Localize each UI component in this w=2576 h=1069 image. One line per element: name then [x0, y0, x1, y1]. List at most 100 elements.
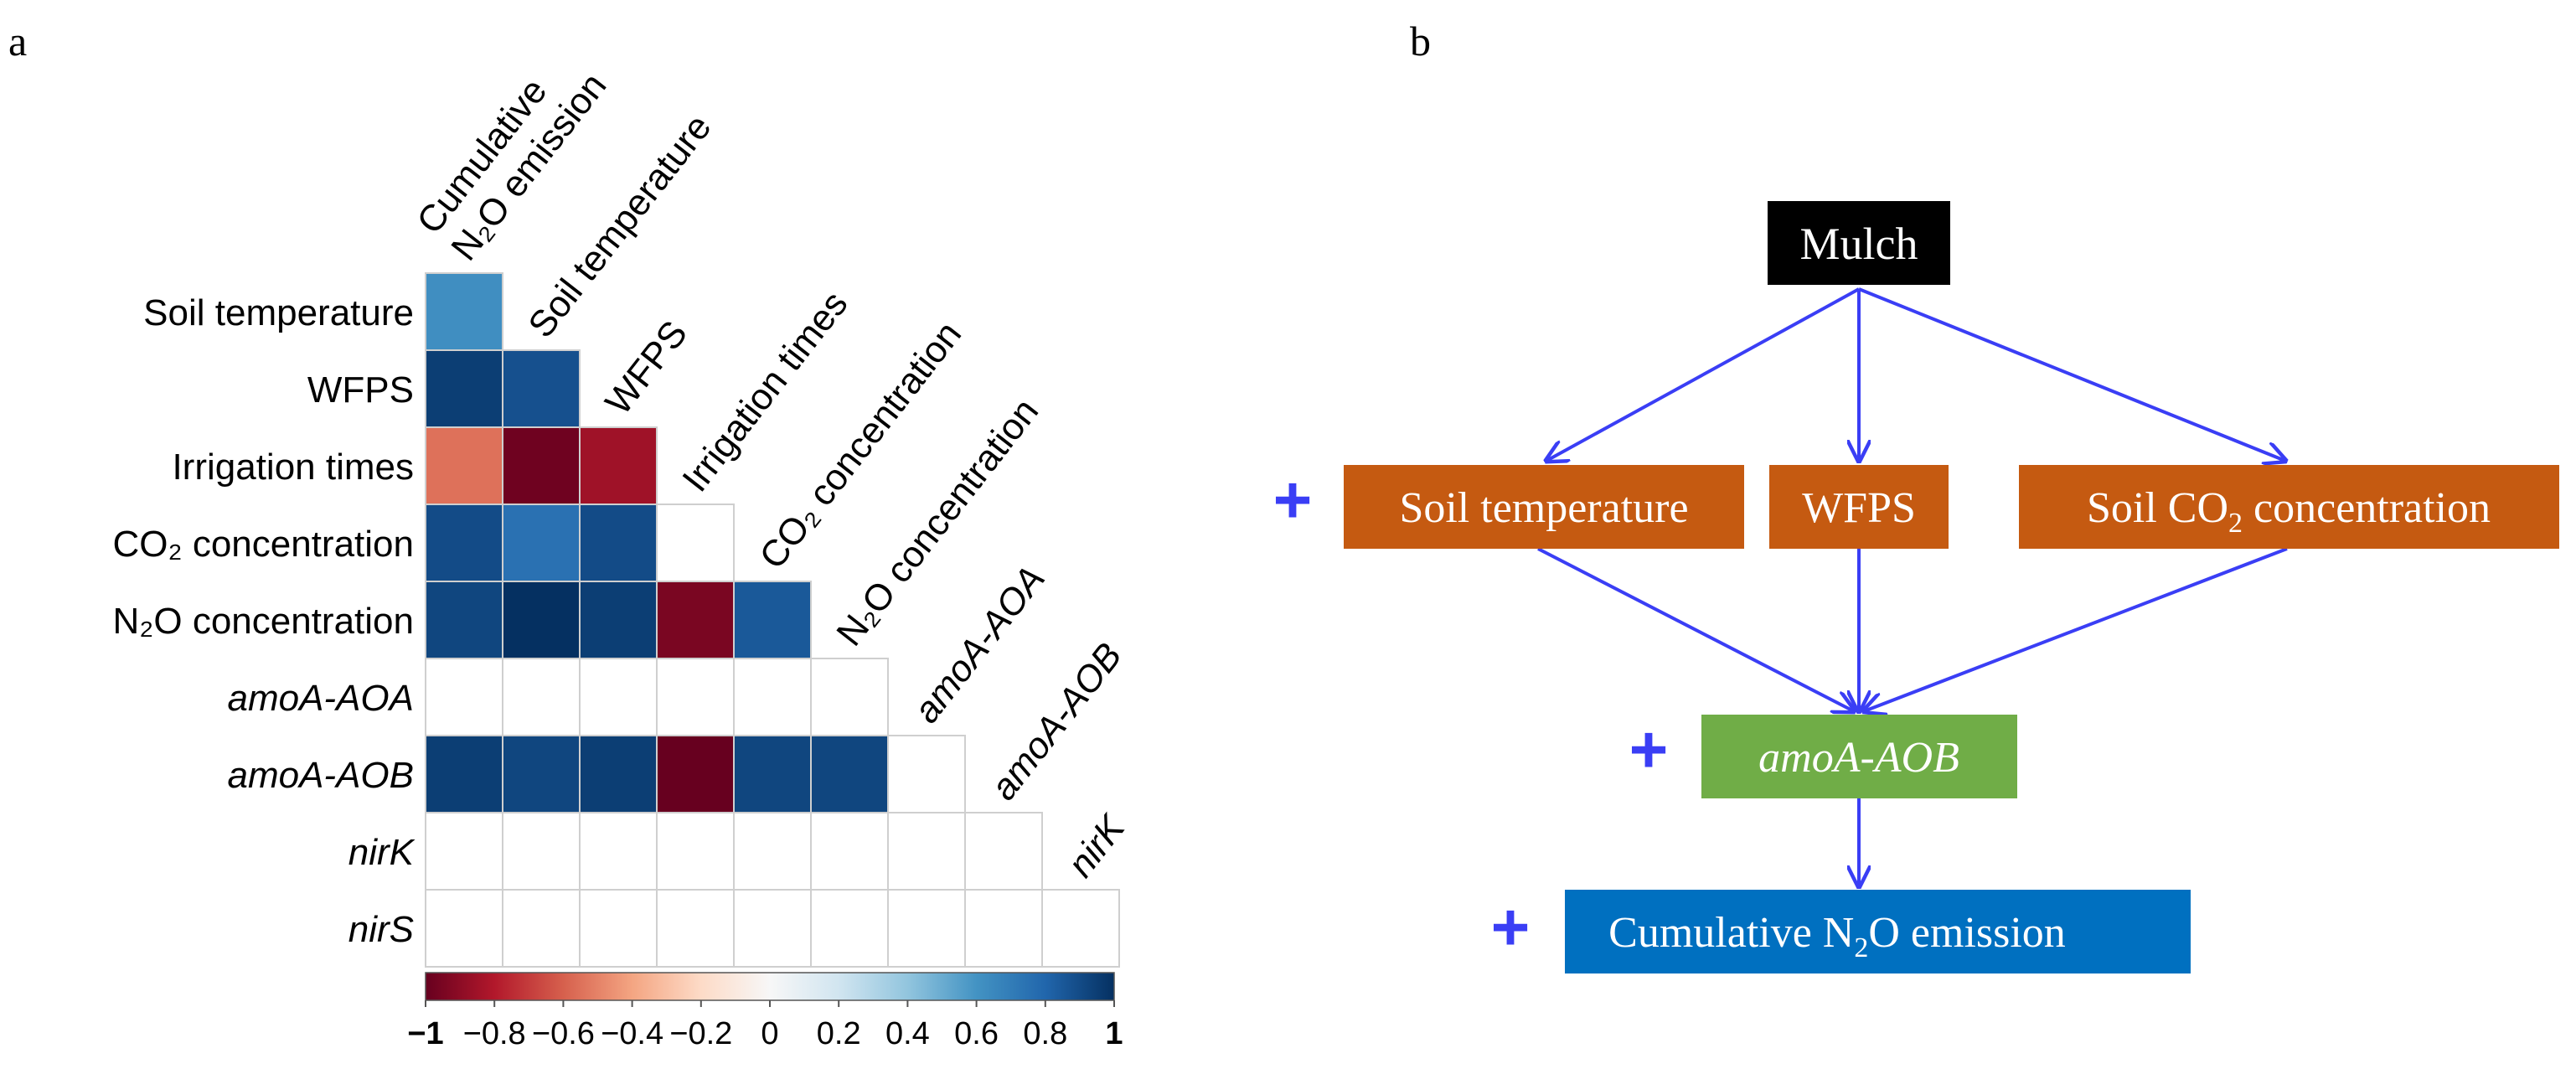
row-label: N₂O concentration: [113, 601, 414, 642]
heatmap-cell: [964, 812, 1043, 891]
heatmap-cell: [502, 735, 581, 813]
amoa-aob-box: [1701, 715, 2017, 798]
heatmap-cell: [425, 272, 503, 351]
heatmap-cell: [425, 889, 503, 968]
colorbar-bar: [425, 972, 1115, 1001]
heatmap-cell: [964, 889, 1043, 968]
heatmap-cell: [810, 889, 889, 968]
amoa-aob-label: amoA-AOB: [1758, 734, 1959, 782]
row-label: CO₂ concentration: [113, 524, 414, 565]
heatmap-cell: [425, 812, 503, 891]
arrow-soil-temperature-to-amoa-aob: [1537, 547, 1854, 711]
wfps-box: [1769, 465, 1949, 549]
colorbar: −1 −0.8 −0.6 −0.4 −0.2 0 0.2 0.4 0.6 0.8 1: [407, 972, 1123, 1051]
heatmap-cell: [502, 426, 581, 505]
node-mulch: Mulch: [1768, 201, 1950, 285]
node-soil-co2-concentration: Soil CO2 concentration: [2019, 465, 2559, 549]
row-label: nirS: [348, 909, 414, 950]
heatmap-cell: [1041, 889, 1120, 968]
panel-b-label: b: [1410, 18, 1431, 65]
heatmap-cell: [579, 426, 658, 505]
row-label: WFPS: [307, 369, 414, 411]
soil-temperature-box: [1344, 465, 1744, 549]
column-label-line: amoA-AOA: [906, 559, 1053, 731]
heatmap-cell: [733, 581, 812, 659]
heatmap-cell: [733, 735, 812, 813]
heatmap-cell: [810, 658, 889, 736]
heatmap-cell: [579, 812, 658, 891]
heatmap-cell: [887, 889, 966, 968]
node-amoa-aob: amoA-AOB: [1701, 715, 2017, 798]
colorbar-ticks: −1 −0.8 −0.6 −0.4 −0.2 0 0.2 0.4 0.6 0.8 1: [407, 1000, 1123, 1051]
heatmap-cell: [425, 658, 503, 736]
row-label: amoA-AOB: [227, 755, 414, 796]
heatmap-cell: [502, 504, 581, 582]
colorbar-tick-label: −0.2: [669, 1016, 732, 1051]
column-label: nirK: [1060, 807, 1133, 885]
panel-b: b Mulch + Soil temperature WFPS: [1273, 18, 2559, 973]
heatmap-cell: [425, 426, 503, 505]
heatmap-cell: [810, 735, 889, 813]
arrow-mulch-to-soil-co2: [1858, 287, 2285, 461]
heatmap-cell: [656, 658, 735, 736]
heatmap-cell: [656, 504, 735, 582]
heatmap-cell: [887, 812, 966, 891]
heatmap-cell: [579, 735, 658, 813]
panel-a: a Soil temperature WFPS Irrigation times CO…: [8, 18, 1133, 1051]
emission-label: Cumulative N2O emission: [1608, 909, 2066, 963]
heatmap-cell: [502, 658, 581, 736]
column-label: amoA-AOB: [983, 636, 1130, 808]
arrows: [1537, 287, 2288, 886]
heatmap-cell: [733, 658, 812, 736]
arrow-mulch-to-soil-temperature: [1546, 287, 1860, 461]
node-wfps: WFPS: [1769, 465, 1949, 549]
heatmap-cell: [579, 581, 658, 659]
row-label: Soil temperature: [143, 292, 414, 333]
emission-label-head: Cumulative N: [1608, 909, 1854, 957]
soil-co2-label-tail: concentration: [2243, 484, 2491, 532]
colorbar-tick-label: −0.6: [532, 1016, 595, 1051]
emission-label-subscript: 2: [1854, 932, 1868, 963]
row-label: Irrigation times: [172, 447, 414, 488]
heatmap-cell: [579, 504, 658, 582]
colorbar-tick-label: 0: [761, 1016, 778, 1051]
mulch-box: [1768, 201, 1950, 285]
column-label-line: WFPS: [597, 313, 695, 422]
emission-label-tail: O emission: [1868, 909, 2065, 957]
soil-co2-label-head: Soil CO: [2087, 484, 2228, 532]
soil-co2-box: [2019, 465, 2559, 549]
colorbar-tick-label: −0.8: [463, 1016, 526, 1051]
heatmap-cell: [502, 889, 581, 968]
heatmap-cell: [887, 735, 966, 813]
colorbar-tick-label: 0.6: [954, 1016, 999, 1051]
emission-box: [1565, 890, 2191, 973]
heatmap-cell: [579, 889, 658, 968]
node-soil-temperature: Soil temperature: [1344, 465, 1744, 549]
heatmap-cell: [656, 735, 735, 813]
mulch-label: Mulch: [1800, 219, 1918, 269]
soil-co2-label-subscript: 2: [2228, 508, 2243, 539]
heatmap-cell: [656, 889, 735, 968]
column-label: amoA-AOA: [906, 559, 1053, 731]
heatmap-cell: [810, 812, 889, 891]
factors-plus-sign: +: [1273, 462, 1313, 537]
heatmap-cell: [733, 889, 812, 968]
soil-temperature-label: Soil temperature: [1399, 484, 1688, 532]
column-label: WFPS: [597, 313, 695, 422]
colorbar-tick-label: 0.8: [1023, 1016, 1067, 1051]
arrow-soil-co2-to-amoa-aob: [1864, 547, 2288, 711]
heatmap-row-labels: Soil temperature WFPS Irrigation times CO₂ …: [113, 292, 416, 950]
colorbar-tick-label: 0.4: [885, 1016, 930, 1051]
column-label-line: amoA-AOB: [983, 636, 1130, 808]
row-label: nirK: [348, 832, 416, 873]
heatmap-cell: [579, 658, 658, 736]
heatmap-cell: [502, 581, 581, 659]
panel-a-label: a: [8, 18, 27, 65]
heatmap-cell: [425, 349, 503, 428]
amoa-plus-sign: +: [1629, 712, 1669, 787]
colorbar-tick-label: −0.4: [601, 1016, 663, 1051]
colorbar-tick-label: 0.2: [817, 1016, 861, 1051]
heatmap-cell: [733, 812, 812, 891]
heatmap-cell: [502, 349, 581, 428]
